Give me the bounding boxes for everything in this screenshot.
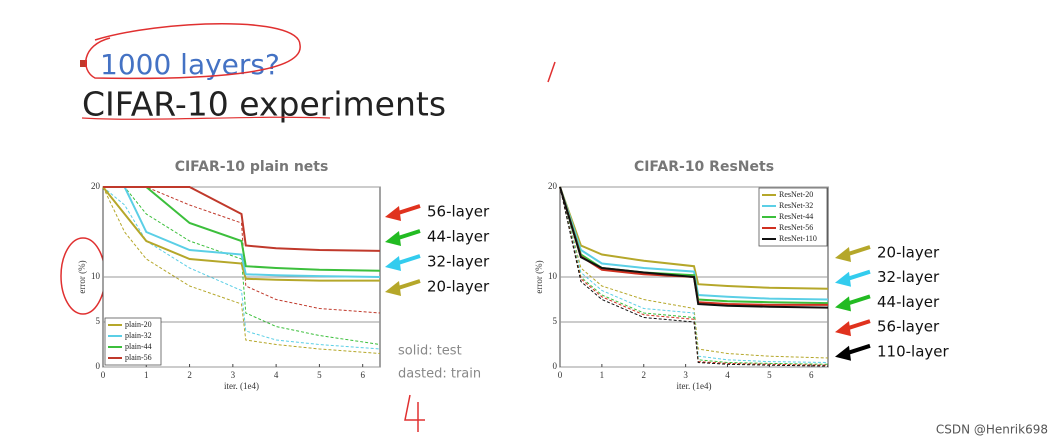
test-line	[103, 186, 381, 252]
annotation: 44-layer	[877, 293, 940, 311]
x-tick-label: 4	[274, 370, 279, 380]
y-axis-label: error (%)	[534, 260, 544, 293]
chart-title: CIFAR-10 plain nets	[175, 159, 329, 175]
legend-label: ResNet-32	[779, 201, 813, 210]
x-tick-label: 3	[683, 370, 688, 380]
annotation: 32-layer	[877, 268, 940, 286]
chart-title: CIFAR-10 ResNets	[634, 159, 774, 175]
slide-subtitle: 1000 layers?	[100, 48, 280, 81]
train-line	[102, 186, 381, 354]
arrow-head	[835, 321, 851, 337]
legend-label: plain-20	[125, 320, 152, 329]
x-axis-label: iter. (1e4)	[677, 381, 712, 391]
arrow-head	[385, 281, 401, 296]
annotation: 110-layer	[877, 342, 950, 360]
annotation: 56-layer	[877, 318, 940, 336]
train-line	[559, 186, 829, 359]
train-line	[559, 186, 829, 365]
arrow-head	[385, 256, 401, 271]
train-line	[559, 186, 829, 367]
legend-label: ResNet-110	[779, 234, 817, 243]
watermark: CSDN @Henrik698	[936, 423, 1048, 437]
arrow-head	[385, 231, 401, 246]
legend-label: ResNet-20	[779, 190, 813, 199]
legend-label: plain-44	[125, 342, 152, 351]
note: solid: test	[398, 344, 462, 359]
legend-label: ResNet-56	[779, 223, 813, 232]
test-line	[559, 186, 829, 301]
handwriting	[85, 23, 301, 80]
legend-label: plain-56	[125, 353, 152, 362]
x-tick-label: 3	[231, 370, 236, 380]
x-tick-label: 6	[809, 370, 814, 380]
train-line	[559, 186, 829, 366]
test-line	[559, 186, 829, 305]
arrow-head	[835, 296, 851, 312]
arrow-head	[835, 247, 851, 262]
legend-label: ResNet-44	[779, 212, 813, 221]
y-tick-label: 10	[91, 271, 101, 281]
y-tick-label: 0	[96, 361, 101, 371]
train-line	[559, 186, 829, 363]
arrow-head	[835, 271, 851, 287]
test-line	[102, 186, 380, 282]
y-tick-label: 0	[553, 361, 558, 371]
annotation: 44-layer	[427, 228, 490, 246]
y-tick-label: 20	[548, 181, 558, 191]
handwriting	[547, 61, 556, 83]
x-tick-label: 1	[600, 370, 605, 380]
arrow-head	[385, 206, 401, 221]
annotation: 56-layer	[427, 203, 490, 221]
annotation: 20-layer	[877, 244, 940, 262]
test-line	[559, 186, 829, 290]
handwriting	[81, 116, 331, 120]
bullet	[80, 60, 87, 67]
x-tick-label: 2	[187, 370, 192, 380]
x-tick-label: 0	[558, 370, 563, 380]
test-line	[559, 186, 829, 309]
x-axis-label: iter. (1e4)	[224, 381, 259, 391]
annotation: 20-layer	[427, 278, 490, 296]
y-tick-label: 20	[91, 181, 101, 191]
y-tick-label: 10	[548, 271, 558, 281]
x-tick-label: 4	[725, 370, 730, 380]
arrow-head	[835, 345, 851, 361]
y-tick-label: 5	[553, 316, 558, 326]
x-tick-label: 5	[767, 370, 772, 380]
train-line	[102, 186, 381, 350]
x-tick-label: 5	[317, 370, 322, 380]
x-tick-label: 0	[101, 370, 106, 380]
y-tick-label: 5	[96, 316, 101, 326]
note: dasted: train	[398, 367, 481, 382]
test-line	[103, 186, 381, 278]
legend-label: plain-32	[125, 331, 152, 340]
y-axis-label: error (%)	[77, 260, 87, 293]
x-tick-label: 6	[360, 370, 365, 380]
x-tick-label: 1	[144, 370, 149, 380]
annotation: 32-layer	[427, 253, 490, 271]
train-line	[103, 186, 381, 314]
x-tick-label: 2	[642, 370, 647, 380]
handwriting	[404, 394, 425, 432]
